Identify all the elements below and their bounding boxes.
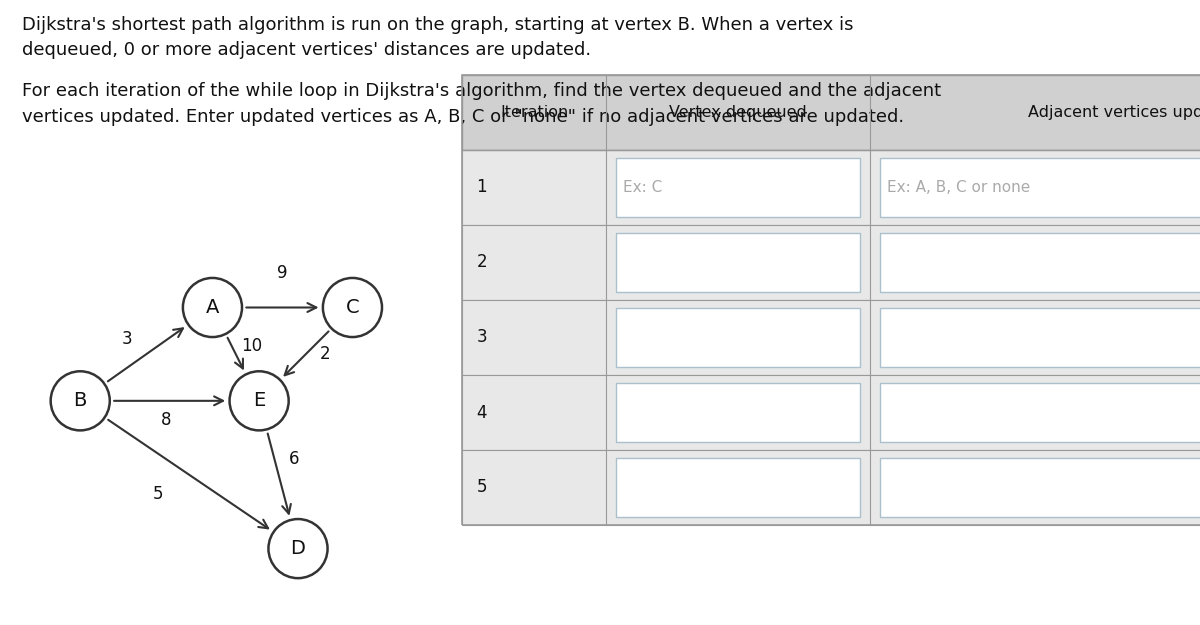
- FancyBboxPatch shape: [462, 300, 1200, 375]
- FancyBboxPatch shape: [462, 225, 1200, 300]
- FancyBboxPatch shape: [880, 233, 1200, 292]
- Text: 5: 5: [476, 479, 487, 496]
- Text: C: C: [346, 298, 359, 317]
- FancyBboxPatch shape: [616, 308, 860, 367]
- FancyBboxPatch shape: [880, 383, 1200, 442]
- Text: For each iteration of the while loop in Dijkstra's algorithm, find the vertex de: For each iteration of the while loop in …: [22, 82, 941, 101]
- Circle shape: [229, 371, 289, 431]
- Text: 3: 3: [476, 329, 487, 346]
- Text: 10: 10: [241, 338, 262, 356]
- Text: 5: 5: [152, 485, 163, 503]
- Text: 6: 6: [289, 450, 299, 468]
- Text: vertices updated. Enter updated vertices as A, B, C or "none" if no adjacent ver: vertices updated. Enter updated vertices…: [22, 107, 904, 126]
- Text: Iteration: Iteration: [500, 105, 568, 120]
- Text: B: B: [73, 391, 86, 411]
- Text: 2: 2: [320, 345, 330, 363]
- Text: Ex: A, B, C or none: Ex: A, B, C or none: [887, 180, 1030, 195]
- Text: 8: 8: [161, 411, 172, 429]
- Text: 3: 3: [121, 329, 132, 348]
- Text: Adjacent vertices updated: Adjacent vertices updated: [1028, 105, 1200, 120]
- Text: 9: 9: [277, 264, 288, 281]
- Circle shape: [269, 519, 328, 578]
- Text: 1: 1: [476, 179, 487, 196]
- Text: E: E: [253, 391, 265, 411]
- FancyBboxPatch shape: [880, 158, 1200, 217]
- Text: A: A: [205, 298, 220, 317]
- FancyBboxPatch shape: [462, 75, 1200, 150]
- Text: D: D: [290, 539, 306, 558]
- Text: 2: 2: [476, 254, 487, 271]
- Text: Ex: C: Ex: C: [623, 180, 662, 195]
- Text: dequeued, 0 or more adjacent vertices' distances are updated.: dequeued, 0 or more adjacent vertices' d…: [22, 41, 590, 59]
- FancyBboxPatch shape: [616, 458, 860, 517]
- FancyBboxPatch shape: [462, 450, 1200, 525]
- FancyBboxPatch shape: [616, 233, 860, 292]
- FancyBboxPatch shape: [880, 308, 1200, 367]
- FancyBboxPatch shape: [462, 375, 1200, 450]
- FancyBboxPatch shape: [616, 158, 860, 217]
- Circle shape: [182, 278, 242, 337]
- Text: Dijkstra's shortest path algorithm is run on the graph, starting at vertex B. Wh: Dijkstra's shortest path algorithm is ru…: [22, 16, 853, 34]
- Text: 4: 4: [476, 404, 487, 421]
- FancyBboxPatch shape: [880, 458, 1200, 517]
- FancyBboxPatch shape: [462, 150, 1200, 225]
- Circle shape: [50, 371, 109, 431]
- Circle shape: [323, 278, 382, 337]
- Text: Vertex dequeued: Vertex dequeued: [670, 105, 806, 120]
- FancyBboxPatch shape: [616, 383, 860, 442]
